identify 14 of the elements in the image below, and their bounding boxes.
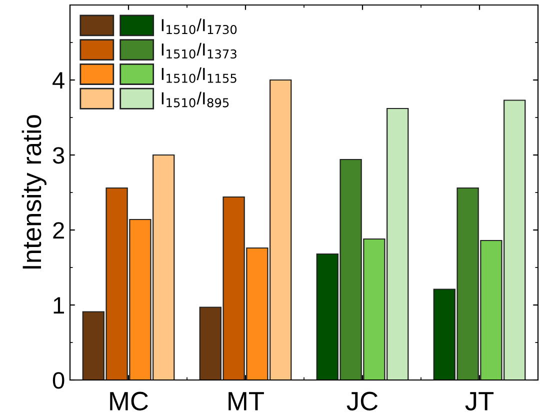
y-tick-label: 3 (52, 147, 64, 164)
y-tick-label: 0 (52, 372, 64, 389)
y-tick-label: 1 (54, 297, 64, 314)
legend-label: I$_{1510}$/I$_{1373}$ (162, 42, 236, 59)
y-axis-title: Intensity ratio (22, 115, 46, 269)
x-tick-label: MC (110, 392, 148, 410)
legend-label: I$_{1510}$/I$_{1155}$ (162, 67, 236, 83)
x-tick-label: MT (228, 392, 264, 410)
x-tick-label: JT (465, 392, 494, 410)
y-tick-label: 2 (53, 222, 64, 239)
y-tick-label: 4 (52, 72, 64, 89)
x-tick-label: JC (346, 392, 378, 410)
legend-label: I$_{1510}$/I$_{895}$ (162, 92, 229, 108)
legend-label: I$_{1510}$/I$_{1730}$ (162, 18, 237, 34)
